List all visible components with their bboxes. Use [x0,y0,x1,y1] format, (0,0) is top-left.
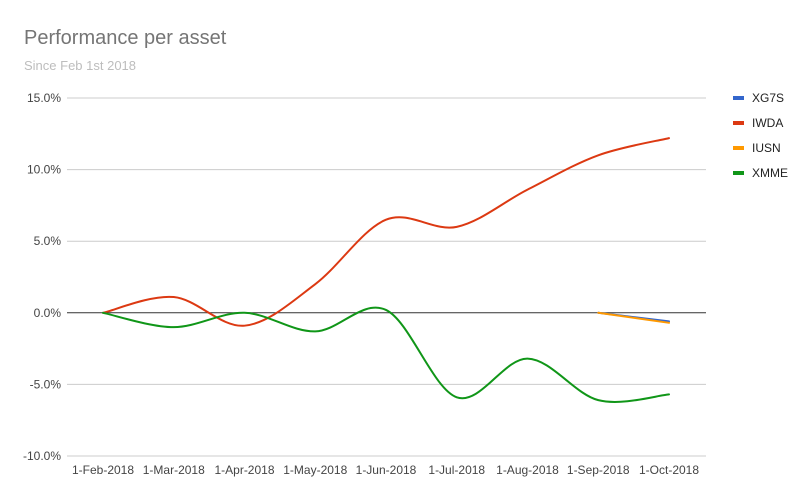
legend-swatch-iwda [733,121,744,125]
legend-swatch-xg7s [733,96,744,100]
x-tick-label: 1-Aug-2018 [496,463,559,477]
gridlines [67,97,706,457]
y-tick-label: -10.0% [23,449,61,463]
chart-subtitle: Since Feb 1st 2018 [24,58,136,73]
series-line-xmme [102,306,670,403]
x-tick-label: 1-Mar-2018 [143,463,205,477]
legend-label-xmme: XMME [752,166,788,180]
series-line-iwda [102,137,670,327]
legend-swatch-xmme [733,171,744,175]
y-tick-label: 15.0% [27,91,61,105]
legend-label-xg7s: XG7S [752,91,784,105]
x-tick-label: 1-Apr-2018 [214,463,274,477]
series-line-iusn [597,311,670,324]
series-lines [102,137,670,403]
y-tick-label: 0.0% [34,306,62,320]
x-axis-labels: 1-Feb-2018 1-Mar-2018 1-Apr-2018 1-May-2018… [72,463,699,477]
x-tick-label: 1-Jun-2018 [356,463,417,477]
x-tick-label: 1-Jul-2018 [428,463,485,477]
x-tick-label: 1-Oct-2018 [639,463,699,477]
x-tick-label: 1-Sep-2018 [567,463,630,477]
y-tick-label: 5.0% [34,234,62,248]
y-tick-label: 10.0% [27,163,61,177]
x-tick-label: 1-May-2018 [283,463,347,477]
x-tick-label: 1-Feb-2018 [72,463,134,477]
legend-swatch-iusn [733,146,744,150]
chart-title: Performance per asset [24,27,227,49]
legend: XG7S IWDA IUSN XMME [733,91,788,180]
y-tick-label: -5.0% [30,377,62,391]
legend-label-iwda: IWDA [752,116,783,130]
y-axis-labels: 15.0% 10.0% 5.0% 0.0% -5.0% -10.0% [23,91,61,463]
legend-label-iusn: IUSN [752,141,781,155]
